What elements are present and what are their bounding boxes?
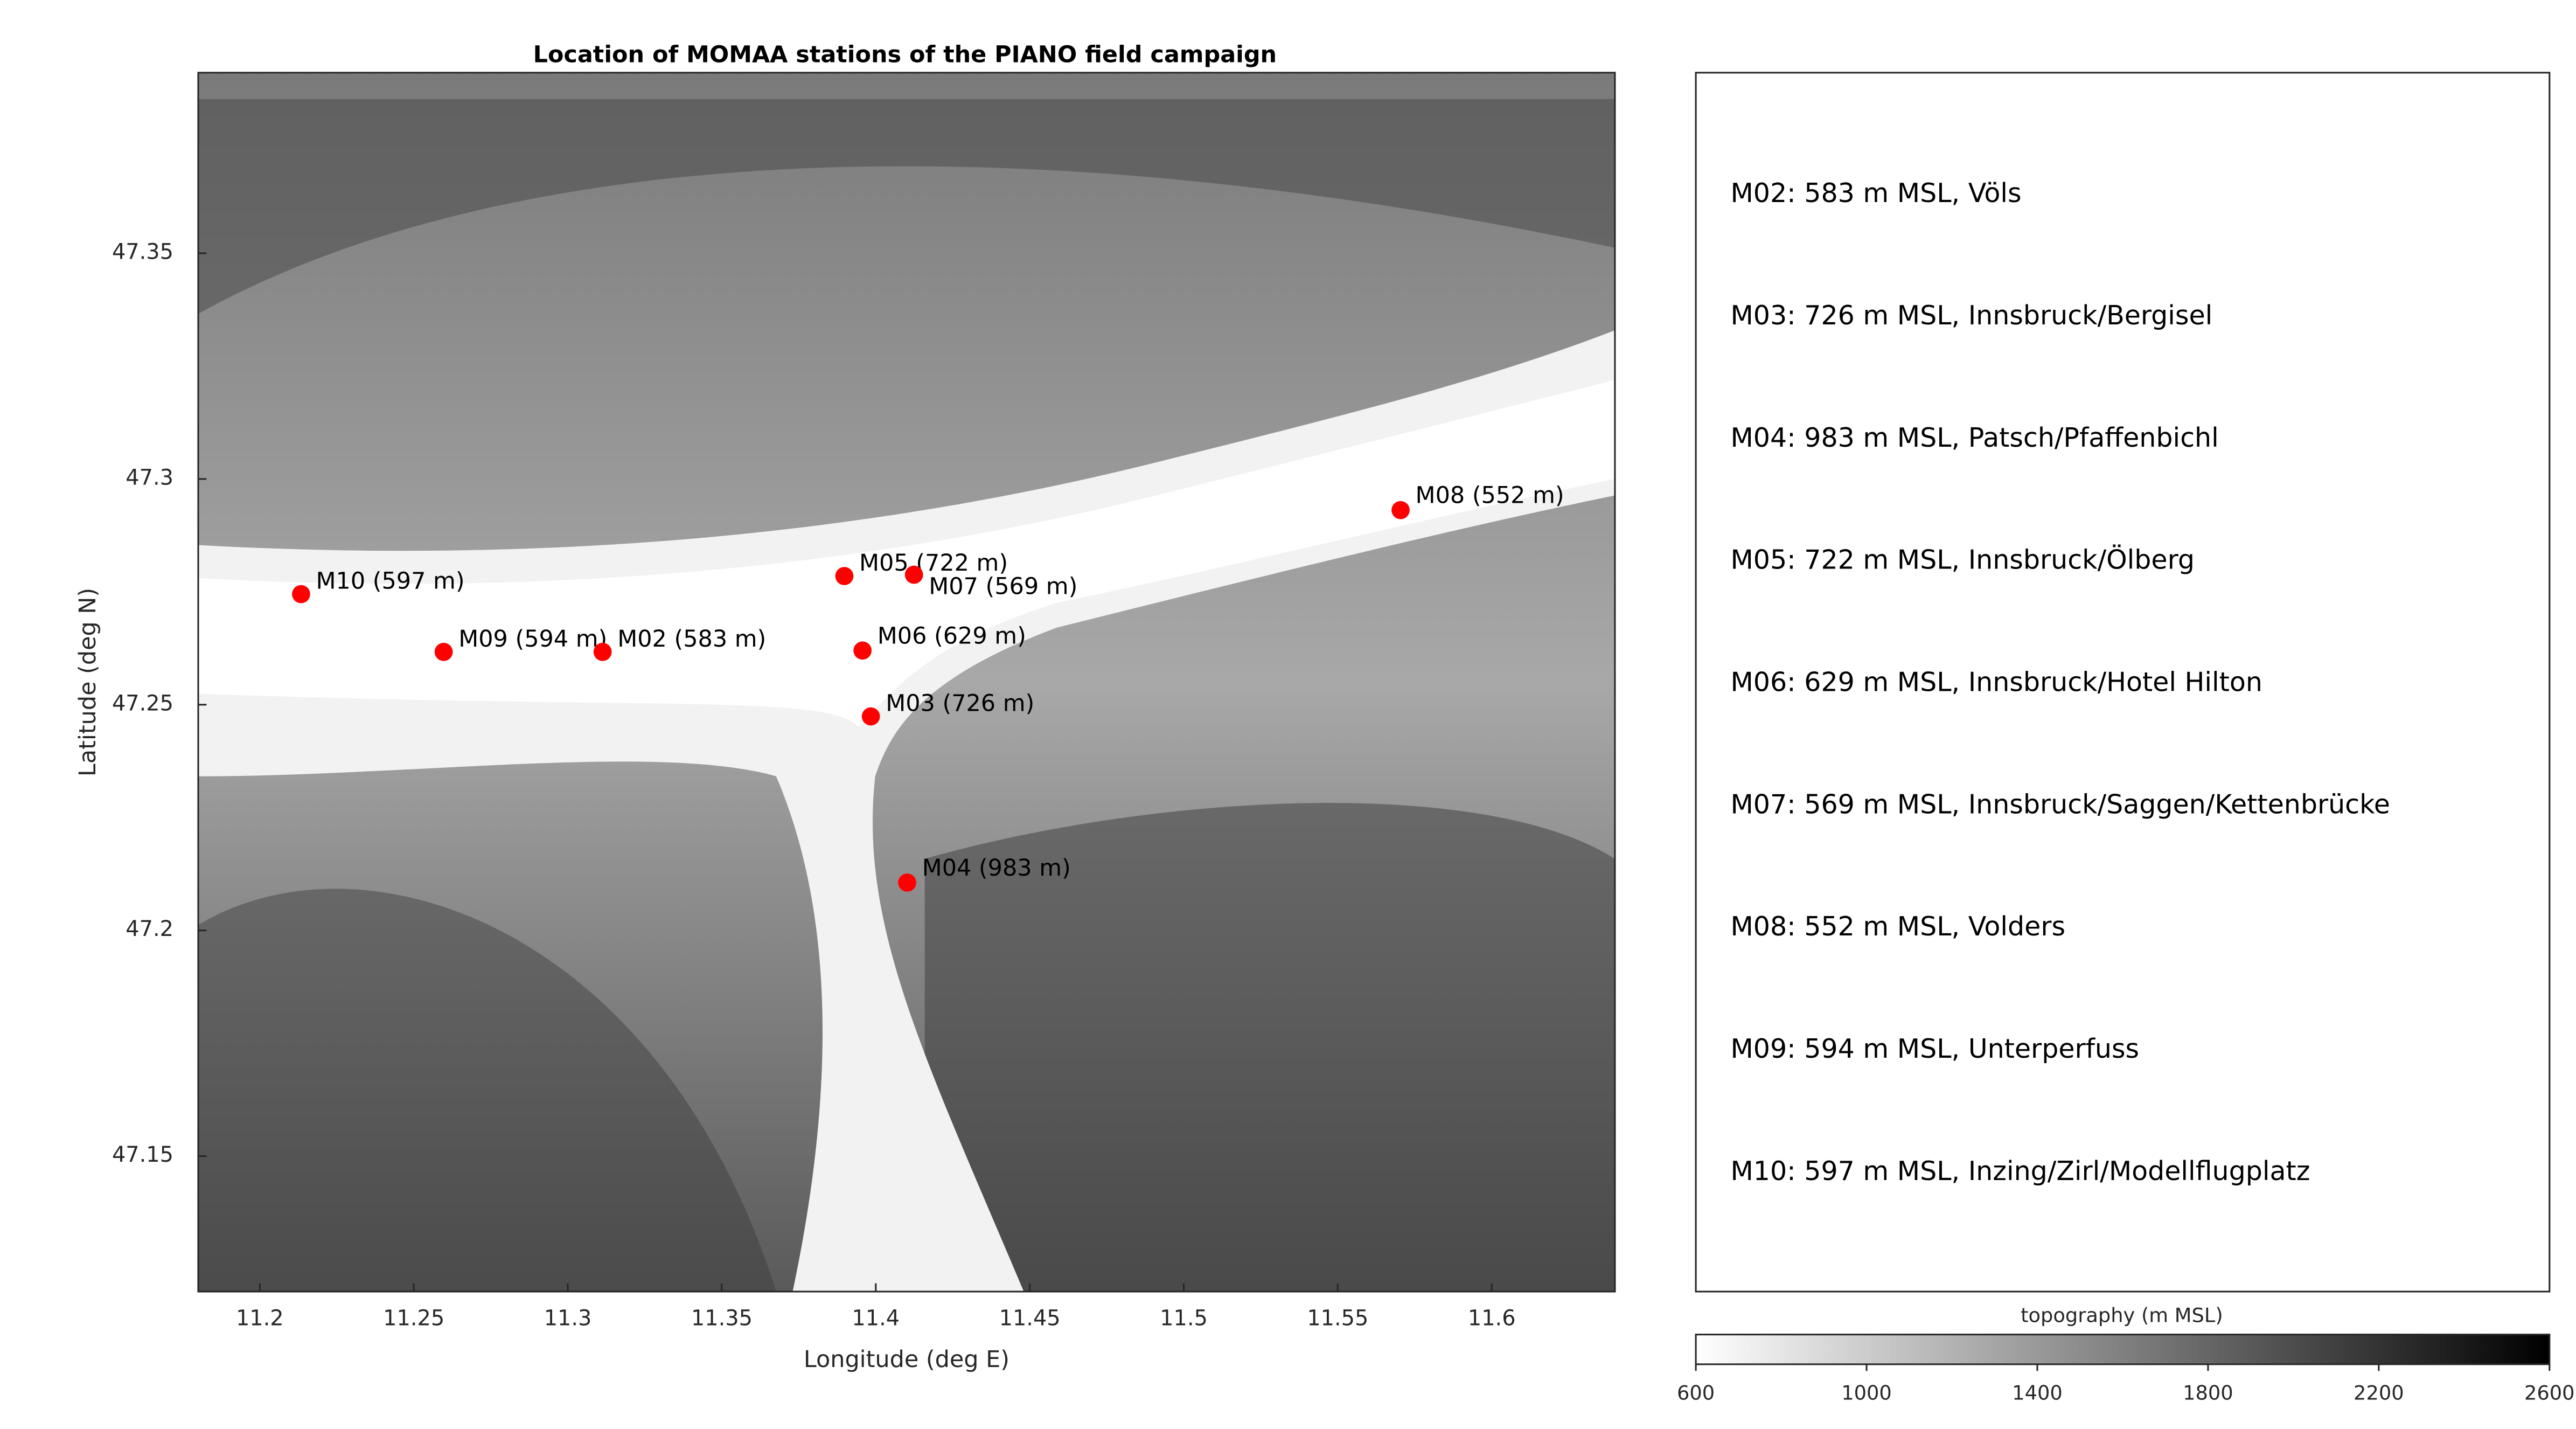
station-marker [434,642,453,661]
x-tick-label: 11.4 [852,1306,900,1331]
station-marker [593,642,612,661]
y-axis-label: Latitude (deg N) [74,588,101,776]
station-label: M02 (583 m) [617,626,766,653]
colorbar-tick-label: 1400 [2012,1382,2063,1405]
station-marker [904,565,923,584]
station-label: M05 (722 m) [859,550,1008,577]
x-tick-label: 11.25 [383,1306,444,1331]
station-marker [898,873,916,892]
legend-panel [1695,72,2551,1293]
legend-entry: M10: 597 m MSL, Inzing/Zirl/Modellflugpl… [1730,1155,2310,1187]
y-tick-label: 47.25 [112,691,173,716]
colorbar-tick-label: 2600 [2524,1382,2575,1405]
x-axis-label: Longitude (deg E) [804,1346,1009,1373]
y-tick-label: 47.35 [112,239,173,264]
station-label: M03 (726 m) [886,690,1034,717]
colorbar-tick-label: 600 [1677,1382,1715,1405]
terrain-southwest [198,889,776,1292]
x-tick-label: 11.5 [1160,1306,1208,1331]
station-label: M08 (552 m) [1416,482,1564,509]
x-tick-label: 11.3 [544,1306,592,1331]
station-marker [853,641,872,660]
legend-entry: M02: 583 m MSL, Völs [1730,177,2021,209]
legend-entry: M08: 552 m MSL, Volders [1730,911,2065,942]
colorbar-tick-label: 1800 [2183,1382,2233,1405]
legend-entry: M06: 629 m MSL, Innsbruck/Hotel Hilton [1730,666,2262,697]
x-tick-label: 11.35 [691,1306,753,1331]
station-marker [835,567,854,585]
chart-title: Location of MOMAA stations of the PIANO … [533,41,1277,68]
legend-entry: M04: 983 m MSL, Patsch/Pfaffenbichl [1730,422,2218,453]
valley-bottom [198,379,1615,727]
colorbar-label: topography (m MSL) [2021,1303,2223,1327]
terrain-southeast [924,803,1615,1292]
y-tick-label: 47.3 [126,465,173,490]
colorbar [1695,1334,2551,1365]
station-marker [292,585,310,603]
station-label: M07 (569 m) [929,573,1077,600]
legend-entry: M03: 726 m MSL, Innsbruck/Bergisel [1730,300,2212,331]
colorbar-tick-label: 2200 [2354,1382,2404,1405]
x-tick-label: 11.2 [236,1306,284,1331]
x-tick-label: 11.45 [999,1306,1061,1331]
station-marker [861,707,880,726]
x-tick-label: 11.55 [1307,1306,1368,1331]
terrain-north [198,99,1615,314]
station-label: M06 (629 m) [878,622,1026,649]
colorbar-tick-label: 1000 [1841,1382,1892,1405]
legend-entry: M07: 569 m MSL, Innsbruck/Saggen/Kettenb… [1730,788,2390,820]
legend-entry: M05: 722 m MSL, Innsbruck/Ölberg [1730,544,2195,575]
x-tick-label: 11.6 [1468,1306,1516,1331]
topography-background [198,72,1615,1292]
axes-frame [197,72,1616,1293]
y-tick-label: 47.15 [112,1142,173,1167]
station-label: M10 (597 m) [316,568,465,595]
legend-entry: M09: 594 m MSL, Unterperfuss [1730,1033,2139,1064]
station-label: M09 (594 m) [458,626,607,653]
valley-floor [198,330,1615,1292]
station-label: M04 (983 m) [922,855,1071,882]
y-tick-label: 47.2 [126,917,173,941]
station-marker [1391,501,1410,519]
